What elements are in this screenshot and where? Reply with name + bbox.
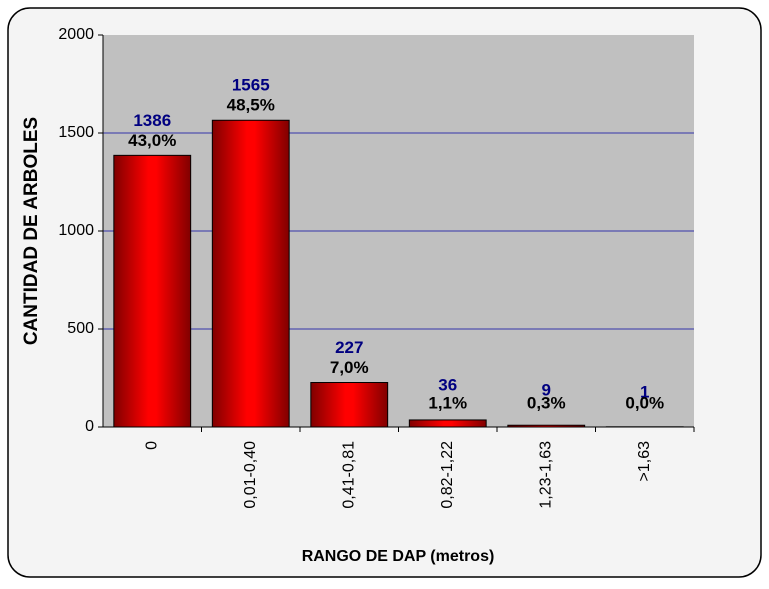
x-tick-label: 1,23-1,63 xyxy=(537,441,554,509)
percentage-label: 7,0% xyxy=(330,358,369,377)
y-tick-label: 1500 xyxy=(58,124,94,141)
bar xyxy=(311,383,388,427)
y-axis-title: CANTIDAD DE ARBOLES xyxy=(21,117,42,345)
x-tick-label: 0,82-1,22 xyxy=(439,441,456,509)
x-tick-label: 0 xyxy=(143,441,160,450)
percentage-label: 0,0% xyxy=(625,393,664,412)
percentage-label: 0,3% xyxy=(527,393,566,412)
bar xyxy=(114,155,191,427)
y-tick-label: 1000 xyxy=(58,222,94,239)
y-tick-label: 500 xyxy=(67,320,94,337)
bar xyxy=(409,420,486,427)
y-tick-label: 2000 xyxy=(58,26,94,43)
value-label: 227 xyxy=(335,338,363,357)
x-tick-label: >1,63 xyxy=(636,441,653,482)
value-label: 36 xyxy=(438,375,457,394)
value-label: 1386 xyxy=(133,111,171,130)
percentage-label: 48,5% xyxy=(227,96,275,115)
y-tick-label: 0 xyxy=(85,418,94,435)
x-axis-title: RANGO DE DAP (metros) xyxy=(302,548,495,565)
value-label: 1565 xyxy=(232,76,270,95)
percentage-label: 43,0% xyxy=(128,131,176,150)
percentage-label: 1,1% xyxy=(428,393,467,412)
x-tick-label: 0,01-0,40 xyxy=(242,441,259,509)
bar xyxy=(508,425,585,427)
x-tick-label: 0,41-0,81 xyxy=(340,441,357,509)
bar xyxy=(212,120,289,427)
